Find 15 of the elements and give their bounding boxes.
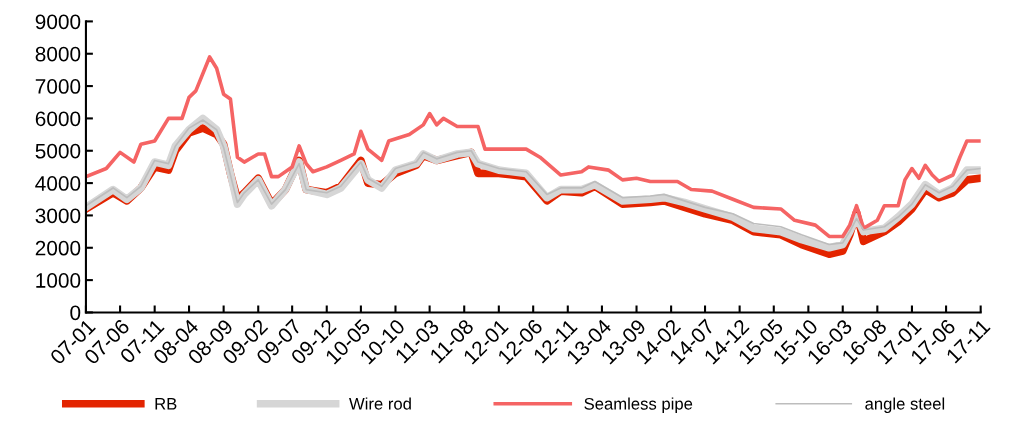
y-tick-label: 2000 [35,240,81,256]
line-series [85,55,981,239]
legend-label: angle steel [865,397,945,413]
y-tick-label: 6000 [35,111,81,127]
y-tick-label: 0 [70,305,81,321]
y-tick-label: 9000 [35,14,81,30]
legend-label: Wire rod [349,397,411,410]
legend-label: Seamless pipe [584,397,693,413]
y-tick-label: 3000 [35,208,81,224]
y-tick-label: 1000 [36,273,81,288]
y-tick-label: 5000 [35,143,81,159]
legend-label: RB [155,398,177,410]
y-tick-label: 7000 [35,79,81,94]
y-tick-label: 8000 [35,46,81,62]
y-tick-label: 4000 [35,176,81,191]
